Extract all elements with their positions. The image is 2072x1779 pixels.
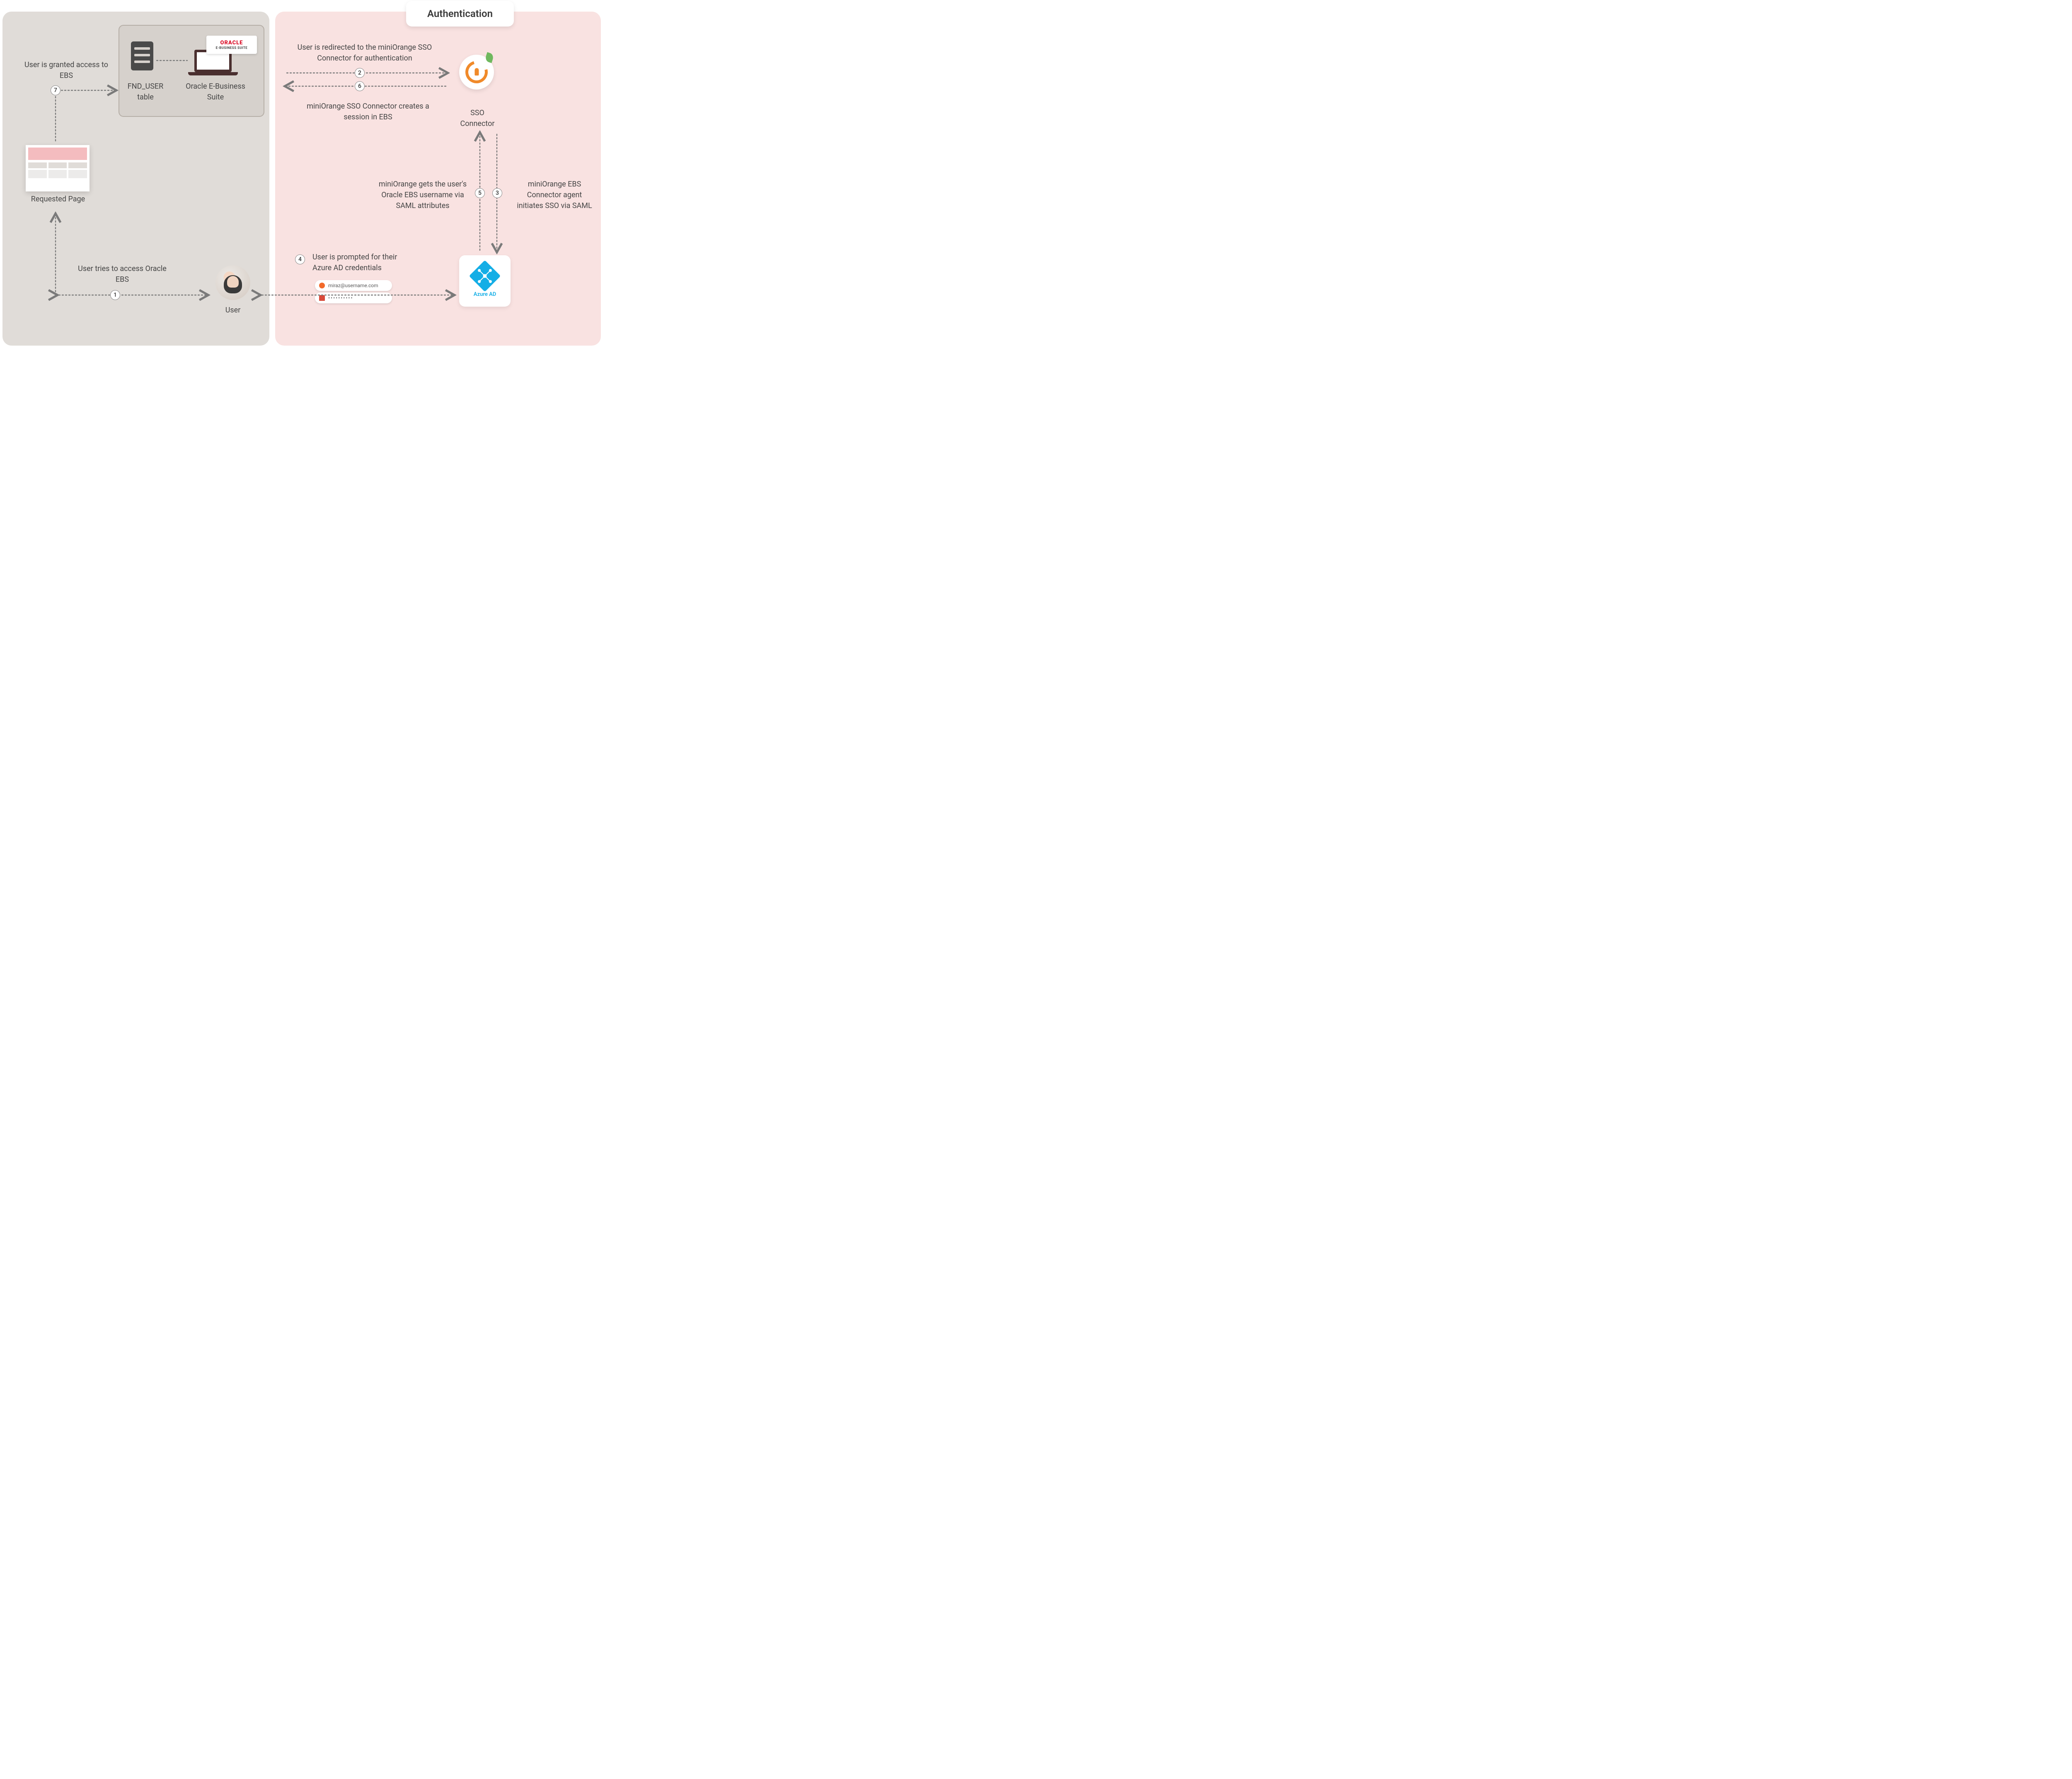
cred-email-display: miraz@username.com: [315, 280, 392, 291]
lock-icon: [319, 295, 325, 301]
step-badge-1: 1: [110, 290, 120, 300]
user-small-icon: [319, 283, 325, 288]
fnd-user-label: FND_USER table: [123, 81, 168, 103]
requested-page-label: Requested Page: [17, 194, 99, 205]
step-badge-7: 7: [51, 85, 61, 95]
ebs-label: Oracle E-Business Suite: [178, 81, 253, 103]
azure-ad-icon: [469, 260, 501, 291]
oracle-badge-top: ORACLE: [220, 40, 243, 46]
cred-password-display: ••••••••••: [315, 293, 392, 303]
user-avatar-icon: [215, 265, 250, 300]
step-6-text: miniOrange SSO Connector creates a sessi…: [306, 101, 430, 123]
step-4-text: User is prompted for their Azure AD cred…: [312, 252, 408, 274]
step-1-text: User tries to access Oracle EBS: [75, 264, 170, 285]
page-mock-icon: [26, 145, 90, 191]
step-badge-3: 3: [492, 188, 502, 198]
oracle-badge: ORACLE E-BUSINESS SUITE: [206, 36, 257, 54]
laptop-icon: [188, 50, 238, 79]
step-3-text: miniOrange EBS Connector agent initiates…: [513, 179, 596, 211]
step-badge-6: 6: [355, 81, 365, 91]
cred-password-text: ••••••••••: [328, 295, 353, 301]
azure-ad-box: Azure AD: [459, 255, 511, 307]
step-badge-5: 5: [475, 188, 485, 198]
sso-connector-label: SSO Connector: [453, 108, 502, 129]
step-2-text: User is redirected to the miniOrange SSO…: [290, 42, 439, 64]
auth-title: Authentication: [427, 8, 493, 19]
user-label: User: [215, 305, 250, 316]
auth-title-badge: Authentication: [406, 1, 514, 27]
step-badge-4: 4: [295, 254, 305, 264]
step-badge-2: 2: [355, 68, 365, 78]
step-5-text: miniOrange gets the user's Oracle EBS us…: [377, 179, 468, 211]
step-7-text: User is granted access to EBS: [21, 60, 112, 81]
oracle-badge-bottom: E-BUSINESS SUITE: [216, 46, 248, 50]
azure-ad-label: Azure AD: [474, 291, 496, 298]
server-icon: [131, 41, 153, 70]
cred-email-text: miraz@username.com: [328, 283, 378, 288]
